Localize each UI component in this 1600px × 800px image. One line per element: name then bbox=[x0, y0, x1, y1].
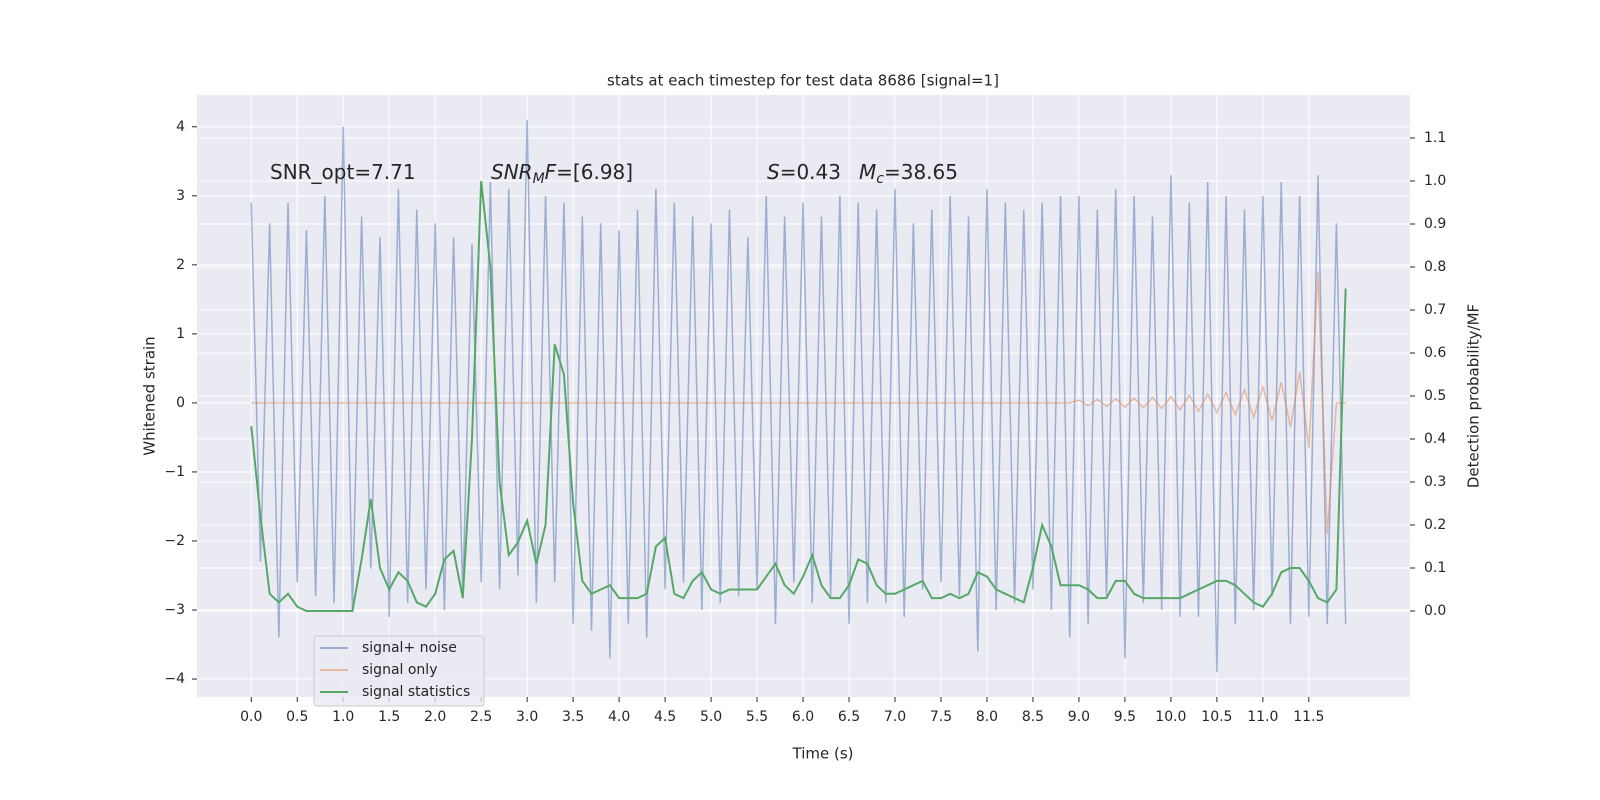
annotation-part: =[6.98] bbox=[556, 160, 633, 184]
x-tick-label: 4.0 bbox=[608, 709, 630, 725]
y2-axis-label: Detection probability/MF bbox=[1465, 304, 1483, 488]
annotation: S=0.43 Mc=38.65 bbox=[767, 160, 958, 188]
y2-tick-label: 1.1 bbox=[1424, 130, 1446, 146]
y-tick-label: 3 bbox=[176, 188, 185, 204]
x-tick-label: 3.0 bbox=[516, 709, 538, 725]
y2-tick-label: 1.0 bbox=[1424, 173, 1446, 189]
annotation: SNRMF=[6.98] bbox=[491, 160, 633, 188]
y2-tick-label: 0.7 bbox=[1424, 302, 1446, 318]
legend-box bbox=[313, 635, 485, 707]
annotation: SNR_opt=7.71 bbox=[270, 160, 416, 184]
x-tick-label: 7.5 bbox=[930, 709, 952, 725]
x-tick-label: 11.0 bbox=[1247, 709, 1278, 725]
y-tick-label: −1 bbox=[164, 464, 185, 480]
annotation-part: M bbox=[533, 171, 545, 187]
series-line bbox=[251, 271, 1346, 535]
y2-tick-label: 0.4 bbox=[1424, 431, 1446, 447]
x-tick-label: 3.5 bbox=[562, 709, 584, 725]
x-tick-label: 0.0 bbox=[240, 709, 262, 725]
y-tick-label: −4 bbox=[164, 671, 185, 687]
x-tick-label: 2.0 bbox=[424, 709, 446, 725]
annotation-part: F bbox=[545, 160, 557, 184]
y2-tick-label: 0.3 bbox=[1424, 474, 1446, 490]
legend-label: signal only bbox=[362, 662, 437, 678]
y2-tick-label: 0.6 bbox=[1424, 345, 1446, 361]
annotation-part: S bbox=[767, 160, 780, 184]
x-tick-label: 10.0 bbox=[1155, 709, 1186, 725]
y2-tick-label: 0.5 bbox=[1424, 388, 1446, 404]
x-tick-label: 5.5 bbox=[746, 709, 768, 725]
x-tick-label: 1.5 bbox=[378, 709, 400, 725]
annotation-part: =0.43 bbox=[780, 160, 841, 184]
x-tick-label: 6.0 bbox=[792, 709, 814, 725]
annotation-part: SNR bbox=[491, 160, 533, 184]
y-tick-label: 0 bbox=[176, 395, 185, 411]
y-tick-label: 2 bbox=[176, 257, 185, 273]
y-axis-label: Whitened strain bbox=[141, 336, 159, 455]
y-tick-label: 1 bbox=[176, 326, 185, 342]
x-tick-label: 1.0 bbox=[332, 709, 354, 725]
annotation-part: SNR_opt=7.71 bbox=[270, 160, 416, 184]
legend-label: signal statistics bbox=[362, 684, 470, 700]
x-tick-label: 2.5 bbox=[470, 709, 492, 725]
x-tick-label: 11.5 bbox=[1293, 709, 1324, 725]
y2-tick-label: 0.8 bbox=[1424, 259, 1446, 275]
x-tick-label: 6.5 bbox=[838, 709, 860, 725]
x-tick-label: 5.0 bbox=[700, 709, 722, 725]
y-tick-label: −3 bbox=[164, 602, 185, 618]
y2-tick-label: 0.9 bbox=[1424, 216, 1446, 232]
series-line bbox=[250, 119, 1347, 673]
annotation-part: =38.65 bbox=[884, 160, 958, 184]
legend-label: signal+ noise bbox=[362, 640, 457, 656]
series-line bbox=[250, 180, 1347, 612]
y2-tick-label: 0.0 bbox=[1424, 603, 1446, 619]
x-tick-label: 4.5 bbox=[654, 709, 676, 725]
x-axis-label: Time (s) bbox=[792, 745, 854, 763]
chart-title: stats at each timestep for test data 868… bbox=[607, 72, 999, 90]
x-tick-label: 7.0 bbox=[884, 709, 906, 725]
x-tick-label: 8.5 bbox=[1022, 709, 1044, 725]
annotation-part: c bbox=[876, 171, 884, 187]
x-tick-label: 9.5 bbox=[1114, 709, 1136, 725]
y-tick-label: 4 bbox=[176, 119, 185, 135]
x-tick-label: 8.0 bbox=[976, 709, 998, 725]
x-tick-label: 0.5 bbox=[286, 709, 308, 725]
y-tick-label: −2 bbox=[164, 533, 185, 549]
y2-tick-label: 0.1 bbox=[1424, 560, 1446, 576]
y2-tick-label: 0.2 bbox=[1424, 517, 1446, 533]
x-tick-label: 9.0 bbox=[1068, 709, 1090, 725]
x-tick-label: 10.5 bbox=[1201, 709, 1232, 725]
annotation-part: M bbox=[859, 160, 876, 184]
